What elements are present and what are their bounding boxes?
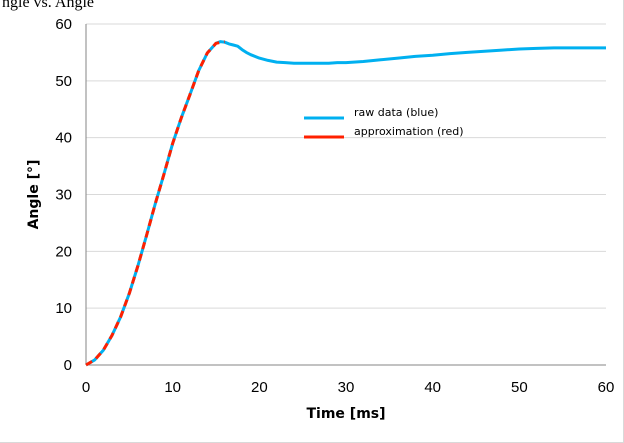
- header-text: ngle vs. Angle: [2, 0, 94, 11]
- y-tick-label: 60: [55, 16, 72, 33]
- y-tick-label: 40: [55, 130, 72, 147]
- x-tick-label: 20: [251, 379, 268, 396]
- axes: 0 10 20 30 40 50 60 0 10 20 30 40 50 60 Time [ms] Angle…: [26, 16, 614, 422]
- x-tick-label: 10: [164, 379, 181, 396]
- series-lines: [85, 40, 606, 367]
- legend: raw data (blue) approximation (red): [304, 106, 464, 139]
- x-tick-label: 60: [598, 379, 615, 396]
- y-tick-label: 20: [55, 243, 72, 260]
- x-tick-label: 40: [424, 379, 441, 396]
- x-tick-label: 0: [82, 379, 90, 396]
- x-tick-label: 30: [338, 379, 355, 396]
- x-tick-label: 50: [511, 379, 528, 396]
- y-tick-label: 10: [55, 300, 72, 317]
- y-tick-label: 30: [55, 187, 72, 204]
- gridlines: [86, 23, 606, 366]
- y-tick-label: 0: [64, 357, 72, 374]
- legend-label: raw data (blue): [354, 106, 438, 119]
- series-line-raw-data: [85, 40, 606, 367]
- y-tick-label: 50: [55, 73, 72, 90]
- series-line-approximation: [85, 40, 225, 367]
- y-axis-title: Angle [°]: [26, 160, 42, 230]
- legend-label: approximation (red): [354, 125, 464, 138]
- x-axis-title: Time [ms]: [306, 406, 385, 422]
